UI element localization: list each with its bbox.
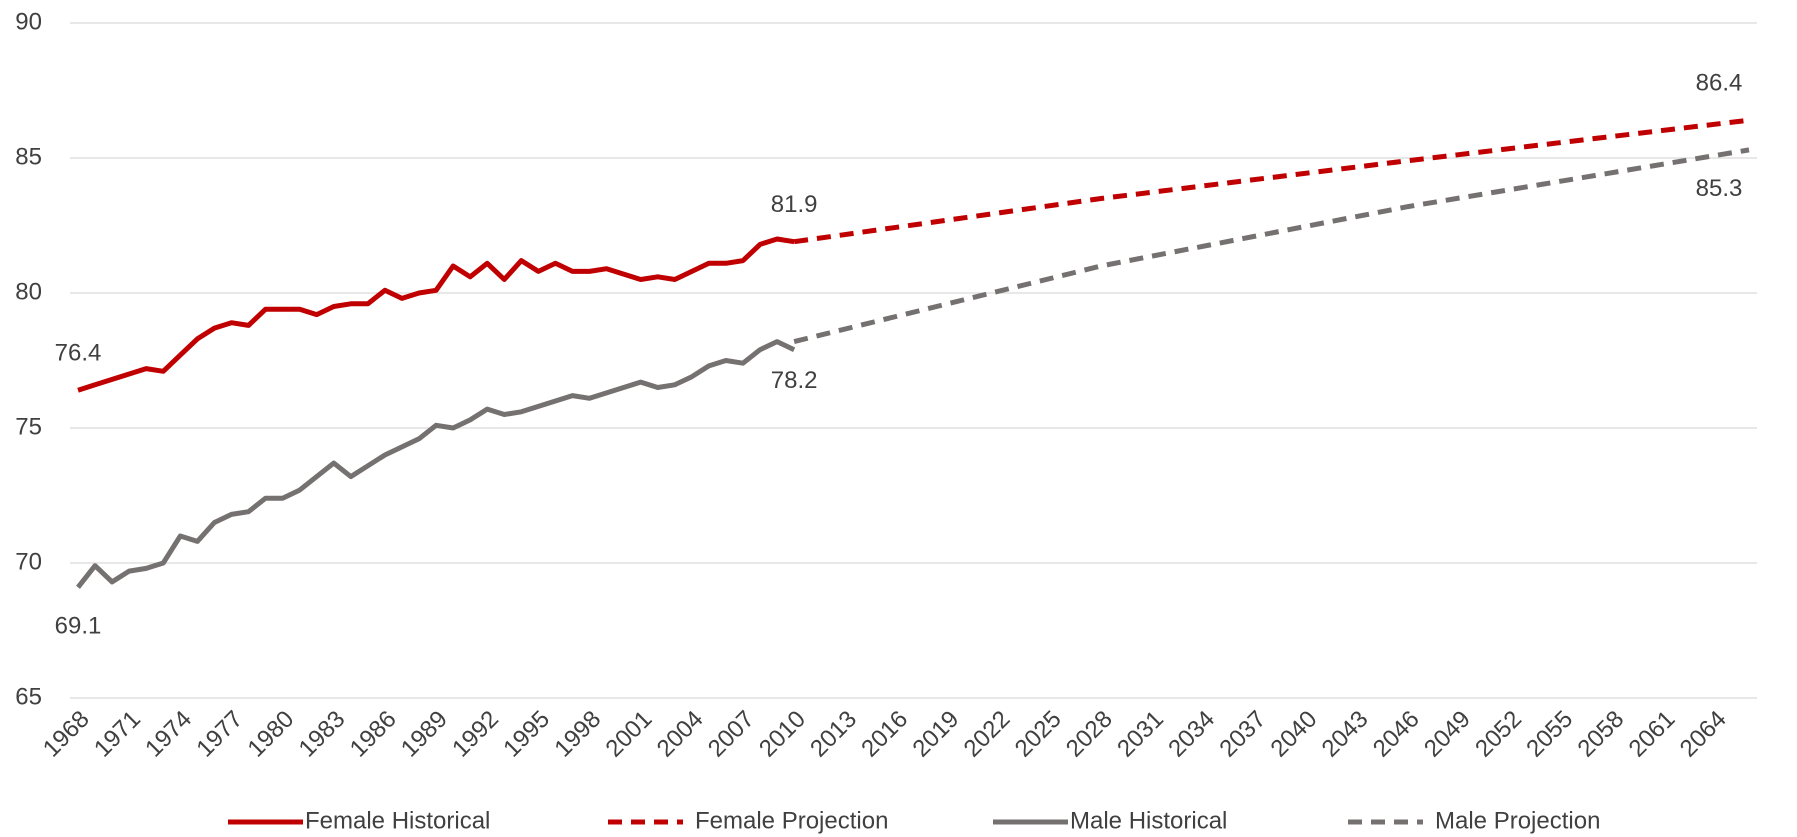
x-tick-label: 2061 xyxy=(1624,706,1681,763)
x-tick-label: 2004 xyxy=(652,706,709,763)
x-tick-label: 1995 xyxy=(498,706,555,763)
x-tick-label: 2037 xyxy=(1214,706,1271,763)
data-label: 78.2 xyxy=(771,367,818,394)
x-tick-label: 2025 xyxy=(1010,706,1067,763)
x-tick-label: 2013 xyxy=(805,706,862,763)
x-tick-label: 2016 xyxy=(856,706,913,763)
x-tick-label: 2007 xyxy=(703,706,760,763)
x-tick-label: 2019 xyxy=(907,706,964,763)
line-series xyxy=(793,147,1750,345)
x-tick-label: 1971 xyxy=(89,706,146,763)
legend-label: Female Projection xyxy=(695,807,888,834)
x-tick-label: 2010 xyxy=(754,706,811,763)
x-tick-label: 1986 xyxy=(345,706,402,763)
x-tick-label: 2022 xyxy=(959,706,1016,763)
data-label: 85.3 xyxy=(1696,175,1743,202)
x-tick-label: 2001 xyxy=(601,706,658,763)
x-tick-label: 2064 xyxy=(1675,706,1732,763)
x-tick-label: 1977 xyxy=(191,706,248,763)
line-series xyxy=(77,236,795,393)
legend-label: Male Historical xyxy=(1070,807,1227,834)
data-label: 86.4 xyxy=(1696,70,1743,97)
x-tick-label: 2040 xyxy=(1266,706,1323,763)
x-tick-label: 1974 xyxy=(140,706,197,763)
x-tick-label: 1968 xyxy=(38,706,95,763)
x-tick-label: 1998 xyxy=(549,706,606,763)
legend-label: Female Historical xyxy=(305,807,490,834)
x-tick-label: 2034 xyxy=(1163,706,1220,763)
legend-label: Male Projection xyxy=(1435,807,1600,834)
x-tick-label: 1980 xyxy=(242,706,299,763)
line-series xyxy=(793,117,1750,245)
x-tick-label: 2031 xyxy=(1112,706,1169,763)
line-series xyxy=(76,339,796,589)
y-tick-label: 75 xyxy=(15,413,42,440)
y-tick-label: 90 xyxy=(15,8,42,35)
y-tick-label: 80 xyxy=(15,278,42,305)
x-tick-label: 2028 xyxy=(1061,706,1118,763)
x-tick-label: 2049 xyxy=(1419,706,1476,763)
x-tick-label: 2043 xyxy=(1317,706,1374,763)
x-tick-label: 2055 xyxy=(1521,706,1578,763)
x-tick-label: 2058 xyxy=(1572,706,1629,763)
x-tick-label: 2046 xyxy=(1368,706,1425,763)
y-tick-label: 70 xyxy=(15,548,42,575)
x-tick-label: 2052 xyxy=(1470,706,1527,763)
x-tick-label: 1989 xyxy=(396,706,453,763)
data-label: 69.1 xyxy=(55,613,102,640)
data-label: 81.9 xyxy=(771,191,818,218)
data-label: 76.4 xyxy=(55,340,102,367)
y-tick-label: 85 xyxy=(15,143,42,170)
y-tick-label: 65 xyxy=(15,683,42,710)
x-tick-label: 1992 xyxy=(447,706,504,763)
x-tick-label: 1983 xyxy=(294,706,351,763)
